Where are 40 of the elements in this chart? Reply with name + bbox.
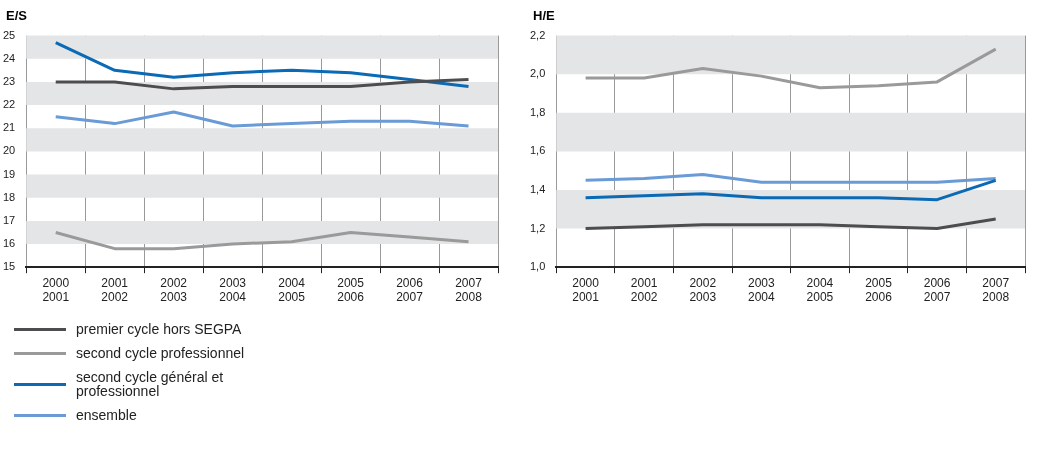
y-tick-label: 1,0 [529, 260, 546, 273]
y-tick-label: 17 [2, 213, 16, 226]
legend-label: second cycle professionnel [76, 345, 245, 361]
y-tick-label: 1,2 [529, 221, 546, 234]
x-tick-label: 2004 2005 [278, 275, 306, 305]
x-tick-label: 2005 2006 [337, 275, 365, 305]
y-tick-label: 18 [2, 190, 16, 203]
y-tick-label: 19 [2, 167, 16, 180]
y-tick-label: 24 [2, 51, 16, 64]
y-tick-label: 1,6 [529, 144, 546, 157]
y-tick-label: 22 [2, 98, 16, 111]
legend-label: second cycle général et professionnel [76, 369, 225, 399]
x-tick-label: 2006 2007 [923, 275, 951, 305]
x-tick-label: 2006 2007 [396, 275, 424, 305]
x-tick-label: 2003 2004 [748, 275, 776, 305]
x-tick-label: 2002 2003 [160, 275, 188, 305]
y-tick-label: 15 [2, 260, 16, 273]
y-tick-label: 20 [2, 144, 16, 157]
x-tick-label: 2005 2006 [865, 275, 893, 305]
x-tick-label: 2007 2008 [982, 275, 1010, 305]
y-axis-title: H/E [532, 8, 556, 25]
y-tick-label: 1,8 [529, 105, 546, 118]
legend-label: ensemble [76, 407, 137, 423]
y-tick-label: 2,2 [529, 28, 546, 41]
y-tick-label: 1,4 [529, 183, 546, 196]
x-tick-label: 2001 2002 [630, 275, 658, 305]
y-axis-title: E/S [5, 8, 28, 25]
y-tick-label: 25 [2, 28, 16, 41]
x-tick-label: 2007 2008 [455, 275, 483, 305]
x-tick-label: 2002 2003 [689, 275, 717, 305]
y-tick-label: 21 [2, 121, 16, 134]
x-tick-label: 2000 2001 [42, 275, 70, 305]
x-tick-label: 2004 2005 [806, 275, 834, 305]
y-tick-label: 23 [2, 74, 16, 87]
legend-label: premier cycle hors SEGPA [76, 321, 242, 337]
x-tick-label: 2000 2001 [572, 275, 600, 305]
y-tick-label: 16 [2, 237, 16, 250]
x-tick-label: 2003 2004 [219, 275, 247, 305]
x-tick-label: 2001 2002 [101, 275, 129, 305]
y-tick-label: 2,0 [529, 67, 546, 80]
